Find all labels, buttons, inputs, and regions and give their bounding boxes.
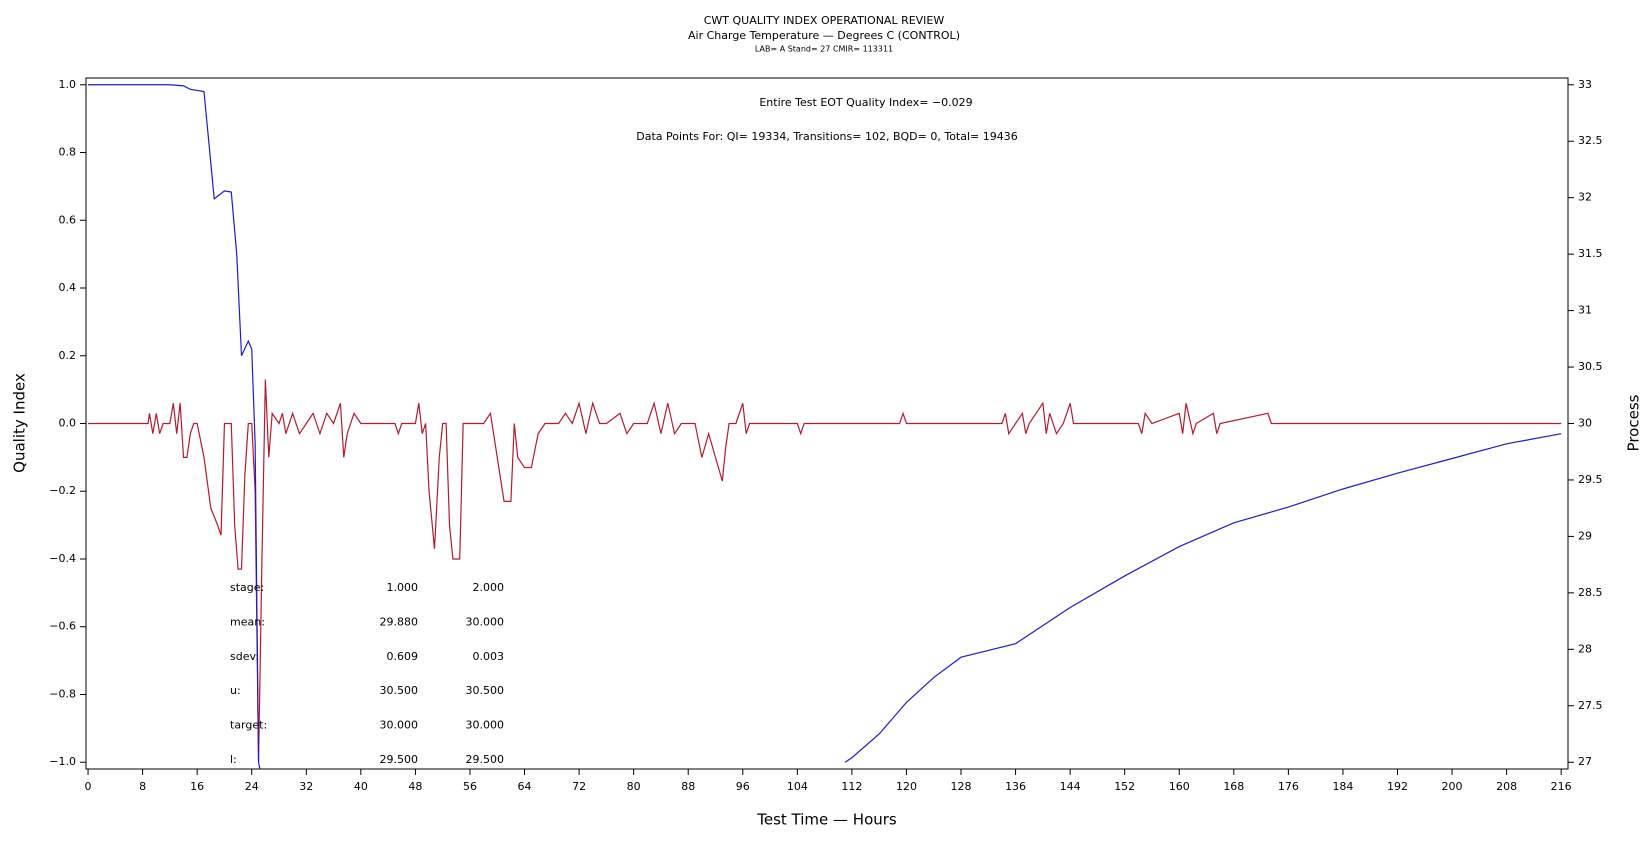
x-tick-label: 8 — [139, 780, 146, 793]
y-tick-label: 0.8 — [59, 146, 77, 159]
x-tick-label: 208 — [1496, 780, 1517, 793]
plot-area — [88, 84, 1562, 769]
x-tick-label: 184 — [1332, 780, 1353, 793]
y2-tick-label: 32 — [1578, 191, 1592, 204]
x-tick-label: 48 — [408, 780, 422, 793]
y-tick-label: 0.0 — [59, 417, 77, 430]
series-line — [88, 379, 1562, 763]
x-tick-label: 24 — [245, 780, 259, 793]
y-tick-label: 0.4 — [59, 281, 77, 294]
x-tick-label: 0 — [85, 780, 92, 793]
y2-tick-label: 32.5 — [1578, 134, 1603, 147]
y2-axis-label: Process — [1625, 394, 1643, 451]
x-tick-label: 104 — [787, 780, 808, 793]
stats-cell: target: — [230, 719, 267, 732]
y-tick-label: −1.0 — [49, 755, 76, 768]
y2-tick-label: 33 — [1578, 78, 1592, 91]
y2-tick-label: 28.5 — [1578, 586, 1603, 599]
x-tick-label: 56 — [463, 780, 477, 793]
stats-cell: 30.000 — [466, 719, 505, 732]
x-tick-label: 64 — [518, 780, 532, 793]
y-tick-label: −0.2 — [49, 484, 76, 497]
y-axis-label: Quality Index — [11, 373, 29, 473]
x-tick-label: 192 — [1387, 780, 1408, 793]
stats-cell: 29.880 — [380, 615, 419, 628]
x-axis-label: Test Time — Hours — [756, 811, 897, 829]
x-tick-label: 136 — [1005, 780, 1026, 793]
x-tick-label: 96 — [736, 780, 750, 793]
x-tick-label: 120 — [896, 780, 917, 793]
x-tick-label: 112 — [841, 780, 862, 793]
x-tick-label: 168 — [1223, 780, 1244, 793]
stats-cell: 0.609 — [387, 650, 419, 663]
stats-cell: stage: — [230, 581, 264, 594]
series-line — [88, 84, 1562, 769]
y2-tick-label: 29.5 — [1578, 473, 1603, 486]
stats-cell: 30.500 — [466, 684, 505, 697]
stats-cell: 0.003 — [473, 650, 505, 663]
y-tick-label: 1.0 — [59, 78, 77, 91]
x-tick-label: 88 — [681, 780, 695, 793]
y2-tick-label: 27.5 — [1578, 699, 1603, 712]
x-tick-label: 128 — [951, 780, 972, 793]
stats-cell: mean: — [230, 615, 265, 628]
y-tick-label: −0.6 — [49, 620, 76, 633]
stats-cell: 2.000 — [473, 581, 505, 594]
annotation: Entire Test EOT Quality Index= −0.029 — [759, 96, 972, 109]
stats-cell: 30.500 — [380, 684, 419, 697]
stats-cell: 29.500 — [380, 753, 419, 766]
chart-subtitle: Air Charge Temperature — Degrees C (CONT… — [688, 29, 960, 42]
x-tick-label: 144 — [1060, 780, 1081, 793]
x-tick-label: 72 — [572, 780, 586, 793]
x-tick-label: 176 — [1278, 780, 1299, 793]
y2-tick-label: 30.5 — [1578, 360, 1603, 373]
y2-tick-label: 28 — [1578, 642, 1592, 655]
y-tick-label: −0.4 — [49, 552, 76, 565]
y-tick-label: −0.8 — [49, 687, 76, 700]
stats-cell: 29.500 — [466, 753, 505, 766]
y2-tick-label: 29 — [1578, 529, 1592, 542]
stats-cell: l: — [230, 753, 237, 766]
y-tick-label: 0.6 — [59, 213, 77, 226]
stats-cell: 30.000 — [380, 719, 419, 732]
stats-cell: 30.000 — [466, 615, 505, 628]
x-tick-label: 200 — [1442, 780, 1463, 793]
annotation: Data Points For: QI= 19334, Transitions=… — [636, 130, 1018, 143]
x-tick-label: 16 — [190, 780, 204, 793]
x-tick-label: 32 — [299, 780, 313, 793]
chart-caption: LAB= A Stand= 27 CMIR= 113311 — [755, 45, 893, 54]
stats-cell: u: — [230, 684, 241, 697]
y2-tick-label: 31 — [1578, 304, 1592, 317]
stats-cell: sdev: — [230, 650, 259, 663]
x-tick-label: 80 — [627, 780, 641, 793]
x-tick-label: 216 — [1551, 780, 1572, 793]
x-tick-label: 160 — [1169, 780, 1190, 793]
x-tick-label: 152 — [1114, 780, 1135, 793]
chart-title: CWT QUALITY INDEX OPERATIONAL REVIEW — [704, 14, 945, 27]
y2-tick-label: 31.5 — [1578, 247, 1603, 260]
x-tick-label: 40 — [354, 780, 368, 793]
stats-cell: 1.000 — [387, 581, 419, 594]
y2-tick-label: 27 — [1578, 755, 1592, 768]
y-tick-label: 0.2 — [59, 349, 77, 362]
y2-tick-label: 30 — [1578, 417, 1592, 430]
